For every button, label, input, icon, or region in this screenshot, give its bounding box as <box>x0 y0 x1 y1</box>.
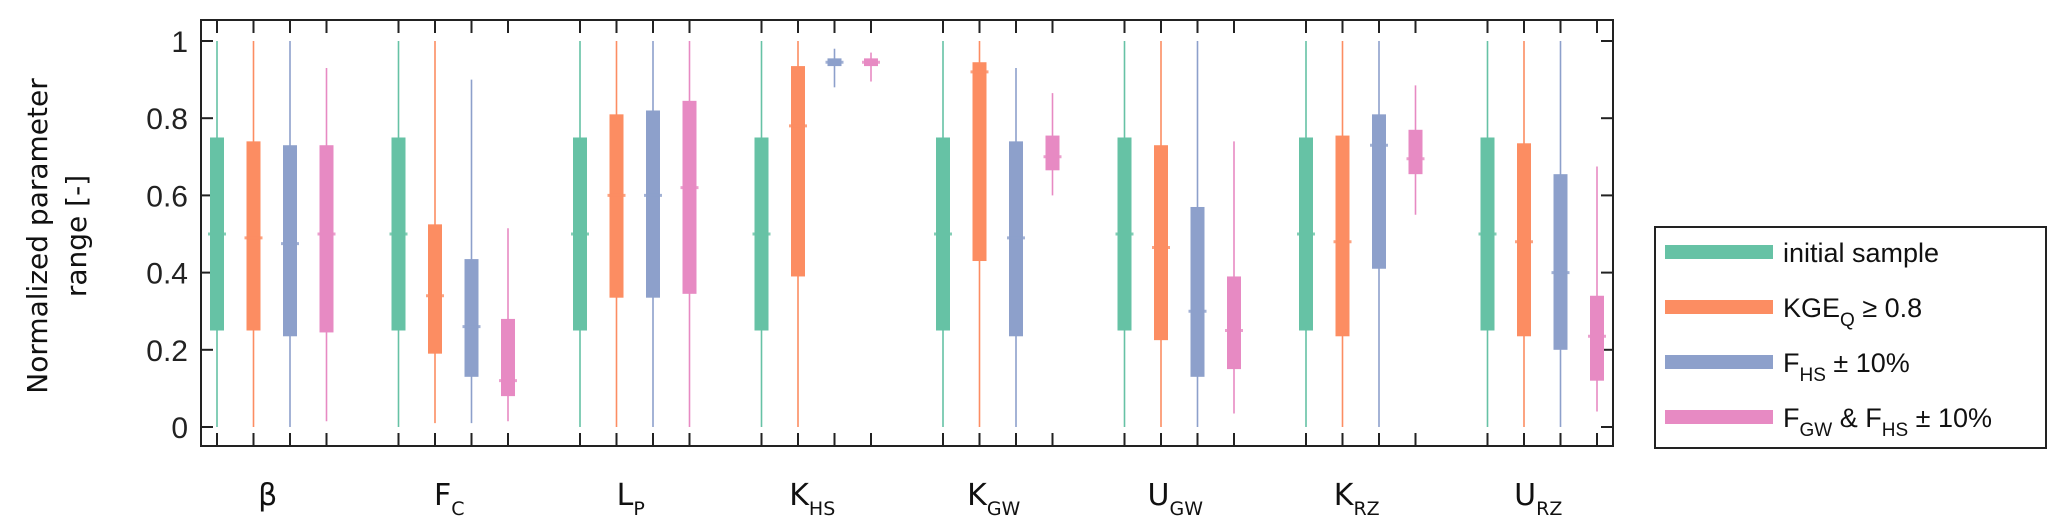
category-subscript: GW <box>1169 498 1203 520</box>
x-category-label: KRZ <box>1334 478 1380 520</box>
y-tick-label: 0.4 <box>146 258 188 291</box>
box <box>1590 295 1604 381</box>
box <box>1553 174 1568 350</box>
box <box>319 145 334 333</box>
plot-frame <box>200 19 1614 447</box>
y-tick-label: 0.8 <box>146 103 188 136</box>
y-tick-label: 0.6 <box>146 180 188 213</box>
category-main: K <box>967 478 988 513</box>
legend-text: F <box>1783 403 1800 433</box>
y-tick-label: 0 <box>171 412 188 445</box>
x-category-label: LP <box>617 478 645 520</box>
legend-swatch <box>1665 300 1773 314</box>
category-main: U <box>1514 478 1536 513</box>
y-axis-label-line2: range [-] <box>60 175 93 297</box>
box <box>646 110 660 298</box>
x-category-label: KGW <box>967 478 1020 520</box>
category-subscript: C <box>451 498 464 520</box>
legend-label: FGW & FHS ± 10% <box>1783 403 1992 441</box>
box <box>972 62 987 262</box>
y-axis-label: Normalized parameter <box>21 78 54 394</box>
box <box>791 66 805 277</box>
box <box>682 100 697 294</box>
legend-text: initial sample <box>1783 238 1939 268</box>
box <box>1227 276 1241 370</box>
legend-text: ± 10% <box>1908 403 1992 433</box>
box <box>1190 206 1205 377</box>
box <box>464 259 479 377</box>
box <box>246 141 261 331</box>
legend-label: initial sample <box>1783 238 1939 268</box>
x-category-label: KHS <box>789 478 835 520</box>
legend-text: F <box>1783 348 1800 378</box>
box <box>428 224 442 354</box>
legend-text: ≥ 0.8 <box>1855 293 1922 323</box>
x-category-label: FC <box>434 478 465 520</box>
legend-label: KGEQ ≥ 0.8 <box>1783 293 1922 331</box>
category-subscript: GW <box>987 498 1021 520</box>
legend-swatch <box>1665 410 1773 424</box>
box <box>1045 135 1060 171</box>
x-category-label: β <box>258 478 277 513</box>
legend-subscript: HS <box>1882 420 1908 441</box>
y-tick-label: 1 <box>171 26 188 59</box>
category-main: K <box>1334 478 1355 513</box>
category-main: F <box>434 478 451 513</box>
category-subscript: HS <box>809 498 835 520</box>
box <box>1335 135 1350 337</box>
box <box>1408 129 1423 175</box>
category-main: L <box>617 478 634 513</box>
legend-text: KGE <box>1783 293 1840 323</box>
legend-text: & F <box>1832 403 1882 433</box>
box <box>1517 143 1531 337</box>
box <box>1154 145 1168 341</box>
box <box>501 318 515 397</box>
y-tick-label: 0.2 <box>146 335 188 368</box>
category-subscript: RZ <box>1536 498 1562 520</box>
legend-swatch <box>1665 355 1773 369</box>
legend-subscript: Q <box>1840 310 1855 331</box>
x-category-label: URZ <box>1514 478 1562 520</box>
legend-swatch <box>1665 245 1773 259</box>
legend-subscript: GW <box>1800 420 1833 441</box>
category-subscript: P <box>633 498 644 520</box>
legend-text: ± 10% <box>1826 348 1910 378</box>
legend-label: FHS ± 10% <box>1783 348 1910 386</box>
box <box>609 114 624 298</box>
category-main: U <box>1148 478 1170 513</box>
box <box>1372 114 1386 269</box>
category-main: K <box>789 478 810 513</box>
x-category-label: UGW <box>1148 478 1204 520</box>
category-main: β <box>258 478 277 513</box>
legend-subscript: HS <box>1800 365 1826 386</box>
box <box>283 145 297 337</box>
category-subscript: RZ <box>1353 498 1379 520</box>
